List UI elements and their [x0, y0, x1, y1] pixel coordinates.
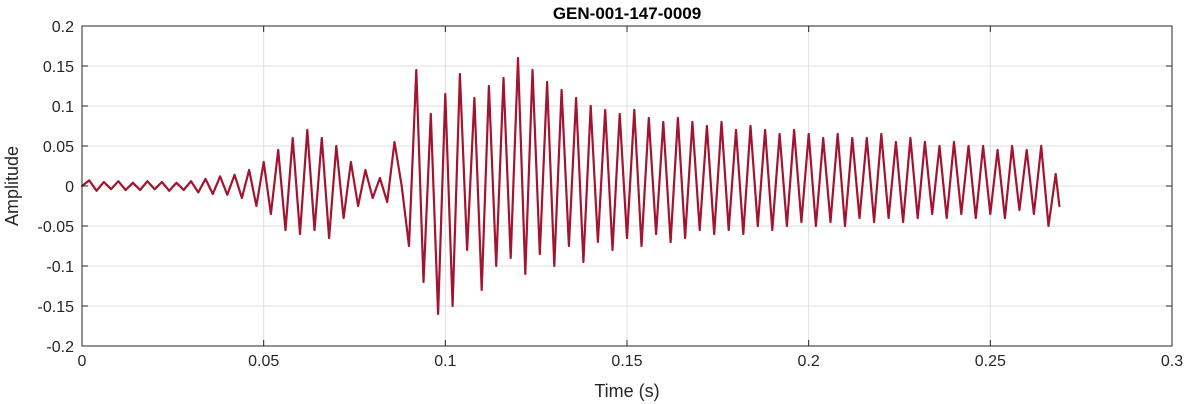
x-tick-label: 0: [78, 353, 87, 370]
chart-title: GEN-001-147-0009: [553, 4, 701, 23]
series-layer: [80, 56, 1061, 316]
x-tick-label: 0.2: [798, 353, 820, 370]
waveform-line-0: [80, 56, 1061, 316]
y-tick-label: -0.1: [46, 259, 74, 276]
y-tick-label: -0.15: [38, 299, 75, 316]
y-axis-ticks: 0.2 0.15 0.1 0.05 0 -0.05 -0.1 -0.15 -0.2: [38, 19, 1172, 356]
y-tick-label: 0.1: [52, 99, 74, 116]
x-tick-label: 0.1: [434, 353, 456, 370]
x-axis-ticks: 0 0.05 0.1 0.15 0.2 0.25 0.3: [78, 26, 1183, 370]
x-tick-label: 0.25: [975, 353, 1006, 370]
y-axis-label: Amplitude: [2, 146, 22, 226]
y-tick-label: 0.2: [52, 19, 74, 36]
y-tick-label: 0.15: [43, 59, 74, 76]
y-tick-label: 0.05: [43, 139, 74, 156]
x-tick-label: 0.05: [248, 353, 279, 370]
y-tick-label: 0: [65, 179, 74, 196]
x-tick-label: 0.15: [611, 353, 642, 370]
y-tick-label: -0.05: [38, 219, 75, 236]
x-axis-label: Time (s): [594, 381, 659, 401]
y-tick-label: -0.2: [46, 339, 74, 356]
x-tick-label: 0.3: [1161, 353, 1183, 370]
